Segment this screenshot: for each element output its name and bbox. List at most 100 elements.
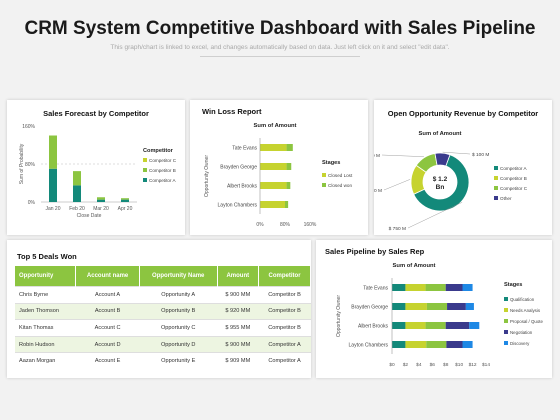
bar-segment	[445, 284, 463, 291]
chart-title: Sum of Amount	[419, 131, 462, 137]
bar-segment	[425, 322, 446, 329]
legend-swatch	[322, 183, 326, 187]
table-cell: Account A	[75, 286, 140, 304]
legend-swatch	[494, 176, 498, 180]
table-row: Jaden Thomson Account B Opportunity B $ 920…	[15, 302, 311, 320]
legend-swatch	[494, 196, 498, 200]
legend-label: Needs Analysis	[510, 308, 541, 313]
y-tick-label: Brayden George	[351, 305, 388, 311]
table-cell: Account D	[75, 335, 140, 353]
legend-label: Competitor C	[149, 158, 177, 163]
bar-segment	[462, 341, 473, 348]
x-tick-label: $4	[416, 362, 422, 368]
page-title: CRM System Competitive Dashboard with Sa…	[24, 18, 536, 39]
bar-segment	[73, 185, 81, 202]
table-cell: Competitor B	[258, 319, 311, 337]
bar-segment	[405, 284, 426, 291]
legend-swatch	[143, 158, 147, 162]
table-row: Aazan Morgan Account E Opportunity E $ 909 …	[15, 352, 311, 369]
table-cell: Opportunity C	[139, 319, 218, 337]
legend-label: Competitor B	[149, 168, 176, 173]
chart-title: Sum of Amount	[254, 123, 297, 129]
table-cell: $ 900 MM	[217, 335, 259, 353]
bar-segment	[446, 341, 463, 348]
x-tick-label: 80%	[280, 222, 291, 228]
y-tick-label: Brayden George	[220, 165, 257, 171]
table-cell: $ 909 MM	[217, 352, 259, 369]
bar-segment	[426, 303, 448, 310]
bar-segment	[469, 322, 480, 329]
slice-data-label: $ 750 M	[389, 226, 406, 232]
bar-segment	[121, 198, 129, 200]
legend-swatch	[143, 178, 147, 182]
bar-segment	[73, 171, 81, 186]
bar-segment	[286, 163, 292, 170]
bar-segment	[49, 168, 57, 202]
bar-segment	[286, 182, 291, 189]
legend-swatch	[322, 173, 326, 177]
table-cell: Aazan Morgan	[15, 352, 76, 369]
x-tick-label: $12	[469, 362, 477, 368]
legend-label: Proposal / Quote	[510, 319, 544, 324]
table-cell: Competitor B	[258, 302, 311, 320]
table-cell: $ 920 MM	[217, 302, 259, 320]
bar-segment	[426, 341, 447, 348]
y-tick-label: 160%	[22, 124, 35, 130]
table-cell: Opportunity D	[139, 335, 218, 353]
legend-swatch	[494, 166, 498, 170]
x-tick-label: Feb 20	[69, 206, 85, 212]
legend-label: Closed won	[328, 183, 352, 188]
top-deals-card: Top 5 Deals Won Opportunity Account name O…	[7, 240, 311, 378]
legend-label: Negotiation	[510, 330, 533, 335]
y-axis-title: Opportunity Owner	[204, 155, 210, 197]
slice-data-label: $ 200 M	[374, 188, 382, 194]
slice-data-label: $ 150 M	[374, 153, 380, 159]
sales-forecast-chart: 0% 80% 160% Jan 20 Feb 20 Mar 20 Apr 20 Close D…	[19, 124, 177, 219]
center-unit-label: Bn	[436, 184, 445, 191]
legend-swatch	[143, 168, 147, 172]
x-tick-label: $8	[443, 362, 449, 368]
table-cell: Robin Hudson	[15, 335, 76, 353]
y-tick-label: 80%	[25, 162, 36, 168]
bar-segment	[392, 322, 406, 329]
legend-label: Competitor A	[500, 166, 527, 171]
legend-label: Competitor B	[500, 176, 527, 181]
bar-segment	[392, 341, 406, 348]
bar-segment	[286, 144, 293, 151]
legend-label: Competitor C	[500, 186, 528, 191]
legend-swatch	[504, 297, 508, 301]
leader-line	[442, 151, 471, 155]
legend-label: Closed Lost	[328, 173, 353, 178]
win-loss-card: Win Loss Report Sum of Amount Tate Evans B…	[190, 100, 368, 235]
leader-line	[407, 202, 463, 229]
table-cell: Account E	[75, 352, 140, 369]
bar-segment	[405, 303, 427, 310]
table-cell: Competitor A	[258, 335, 311, 353]
column-header: Amount	[217, 266, 260, 287]
revenue-card: Open Opportunity Revenue by Competitor S…	[374, 100, 552, 235]
bar-segment	[405, 341, 427, 348]
revenue-donut-chart: Sum of Amount $ 750 M $ 200 M $ 150 M $ 100 …	[374, 131, 528, 232]
x-tick-label: Mar 20	[93, 206, 109, 212]
table-cell: Competitor B	[258, 286, 311, 304]
y-axis-title: Opportunity Owner	[336, 295, 342, 337]
slice-data-label: $ 100 M	[472, 152, 489, 158]
legend-label: Qualification	[510, 297, 535, 302]
table-cell: Jaden Thomson	[15, 302, 76, 320]
title-divider	[200, 56, 360, 57]
legend-swatch	[504, 308, 508, 312]
table-cell: $ 955 MM	[217, 319, 259, 337]
table-row: Robin Hudson Account D Opportunity D $ 900 …	[15, 335, 311, 353]
x-tick-label: Apr 20	[118, 206, 133, 212]
bar-segment	[462, 284, 473, 291]
bar-segment	[260, 201, 285, 208]
column-header: Opportunity	[15, 266, 77, 287]
y-axis-title: Sum of Probability	[19, 143, 25, 184]
legend-title: Stages	[322, 160, 340, 166]
bar-segment	[260, 182, 287, 189]
table-cell: $ 900 MM	[217, 286, 259, 304]
bar-segment	[97, 197, 105, 200]
y-tick-label: Albert Brooks	[358, 324, 389, 330]
card-title: Open Opportunity Revenue by Competitor	[387, 109, 539, 118]
bar-segment	[447, 303, 466, 310]
